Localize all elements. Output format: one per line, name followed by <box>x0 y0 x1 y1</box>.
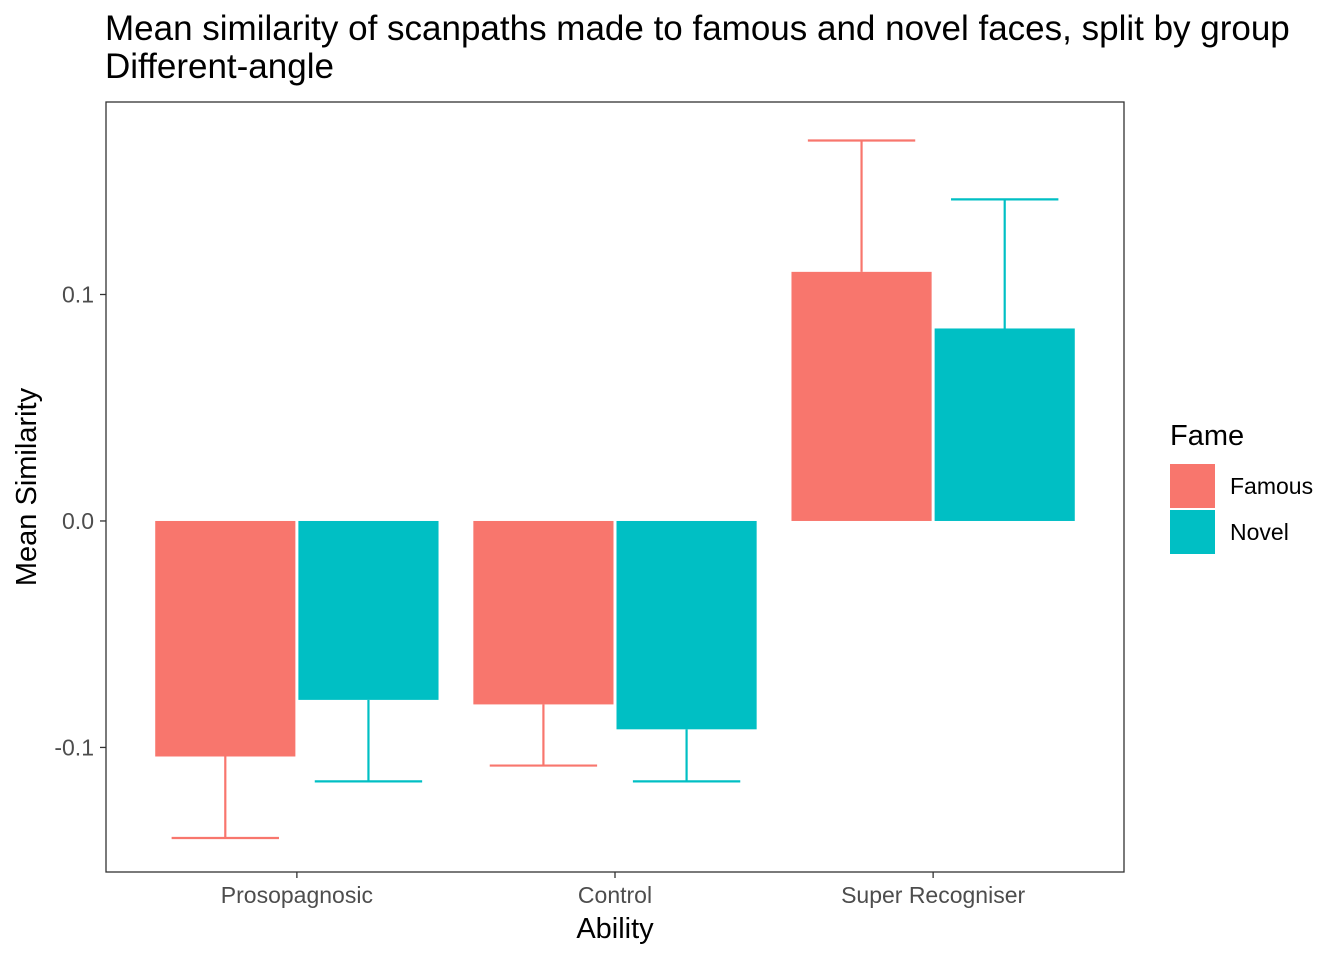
y-tick-label: 0.0 <box>62 508 94 534</box>
chart-title: Mean similarity of scanpaths made to fam… <box>105 9 1290 48</box>
bar-novel-super-recogniser <box>934 328 1075 521</box>
y-tick-label: 0.1 <box>62 282 94 308</box>
y-tick-label: -0.1 <box>54 734 94 760</box>
legend: Fame Famous Novel <box>1170 420 1313 554</box>
bars-layer <box>155 139 1075 840</box>
x-axis: Prosopagnosic Control Super Recogniser <box>221 872 1026 908</box>
x-axis-title: Ability <box>576 913 654 945</box>
legend-title: Fame <box>1170 420 1244 452</box>
bar-famous-prosopagnosic <box>155 520 296 757</box>
chart-subtitle: Different-angle <box>105 47 334 86</box>
x-tick-label: Prosopagnosic <box>221 882 373 908</box>
legend-label-famous: Famous <box>1230 473 1313 499</box>
legend-key-novel <box>1170 510 1215 554</box>
y-axis-title: Mean Similarity <box>11 387 43 586</box>
y-axis: -0.1 0.0 0.1 <box>54 282 106 760</box>
x-tick-label: Control <box>578 882 652 908</box>
bar-novel-control <box>616 520 757 730</box>
bar-famous-super-recogniser <box>791 271 932 521</box>
legend-label-novel: Novel <box>1230 519 1289 545</box>
bar-famous-control <box>473 520 614 705</box>
legend-key-famous <box>1170 464 1215 508</box>
bar-novel-prosopagnosic <box>298 520 439 700</box>
x-tick-label: Super Recogniser <box>841 882 1025 908</box>
